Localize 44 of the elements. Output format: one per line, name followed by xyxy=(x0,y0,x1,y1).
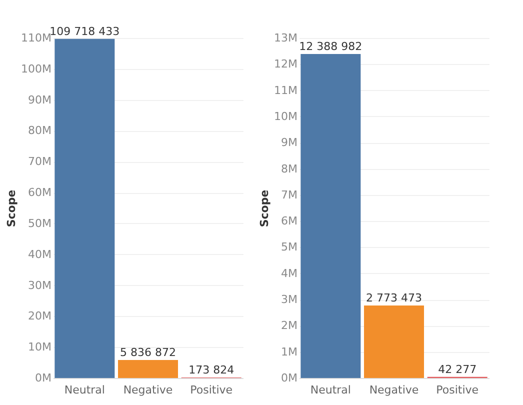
y-tick-label: 50M xyxy=(28,216,52,230)
y-tick-label: 5M xyxy=(281,240,298,254)
y-tick-label: 10M xyxy=(274,110,298,123)
y-tick-label: 20M xyxy=(28,310,52,323)
x-tick-label: Negative xyxy=(123,384,173,396)
y-tick-label: 0M xyxy=(35,372,52,384)
y-tick-label: 11M xyxy=(274,84,298,97)
x-tick-label: Negative xyxy=(369,384,419,396)
y-axis-title: Scope xyxy=(258,190,272,228)
bar xyxy=(118,360,178,378)
data-label: 109 718 433 xyxy=(50,24,120,38)
x-tick-label: Positive xyxy=(190,384,233,396)
y-tick-label: 8M xyxy=(281,162,298,176)
y-tick-label: 13M xyxy=(274,32,298,44)
y-tick-label: 1M xyxy=(281,345,298,358)
x-tick-label: Positive xyxy=(436,384,479,396)
data-label: 173 824 xyxy=(188,363,234,376)
y-tick-label: 80M xyxy=(28,124,52,138)
data-label: 12 388 982 xyxy=(299,40,362,53)
y-tick-label: 3M xyxy=(281,293,298,306)
y-tick-label: 40M xyxy=(28,248,52,261)
bar xyxy=(300,54,361,378)
y-tick-label: 110M xyxy=(21,32,52,44)
data-label: 2 773 473 xyxy=(366,291,422,304)
y-tick-label: 10M xyxy=(28,340,52,354)
x-tick-label: Neutral xyxy=(64,384,105,396)
y-tick-label: 6M xyxy=(281,214,298,228)
y-axis-title: Scope xyxy=(5,190,18,228)
y-tick-label: 4M xyxy=(281,266,298,280)
y-tick-label: 12M xyxy=(274,58,298,71)
y-tick-label: 30M xyxy=(28,278,52,292)
data-label: 5 836 872 xyxy=(120,346,176,359)
y-tick-label: 90M xyxy=(28,93,52,106)
data-label: 42 277 xyxy=(438,362,477,376)
x-tick-label: Neutral xyxy=(310,384,351,396)
y-tick-label: 7M xyxy=(281,188,298,202)
bar xyxy=(364,305,424,378)
y-tick-label: 70M xyxy=(28,155,52,168)
y-tick-label: 2M xyxy=(281,319,298,332)
y-tick-label: 100M xyxy=(21,62,52,76)
y-tick-label: 60M xyxy=(28,186,52,200)
bar xyxy=(54,38,115,378)
y-tick-label: 0M xyxy=(281,372,298,384)
y-tick-label: 9M xyxy=(281,136,298,150)
